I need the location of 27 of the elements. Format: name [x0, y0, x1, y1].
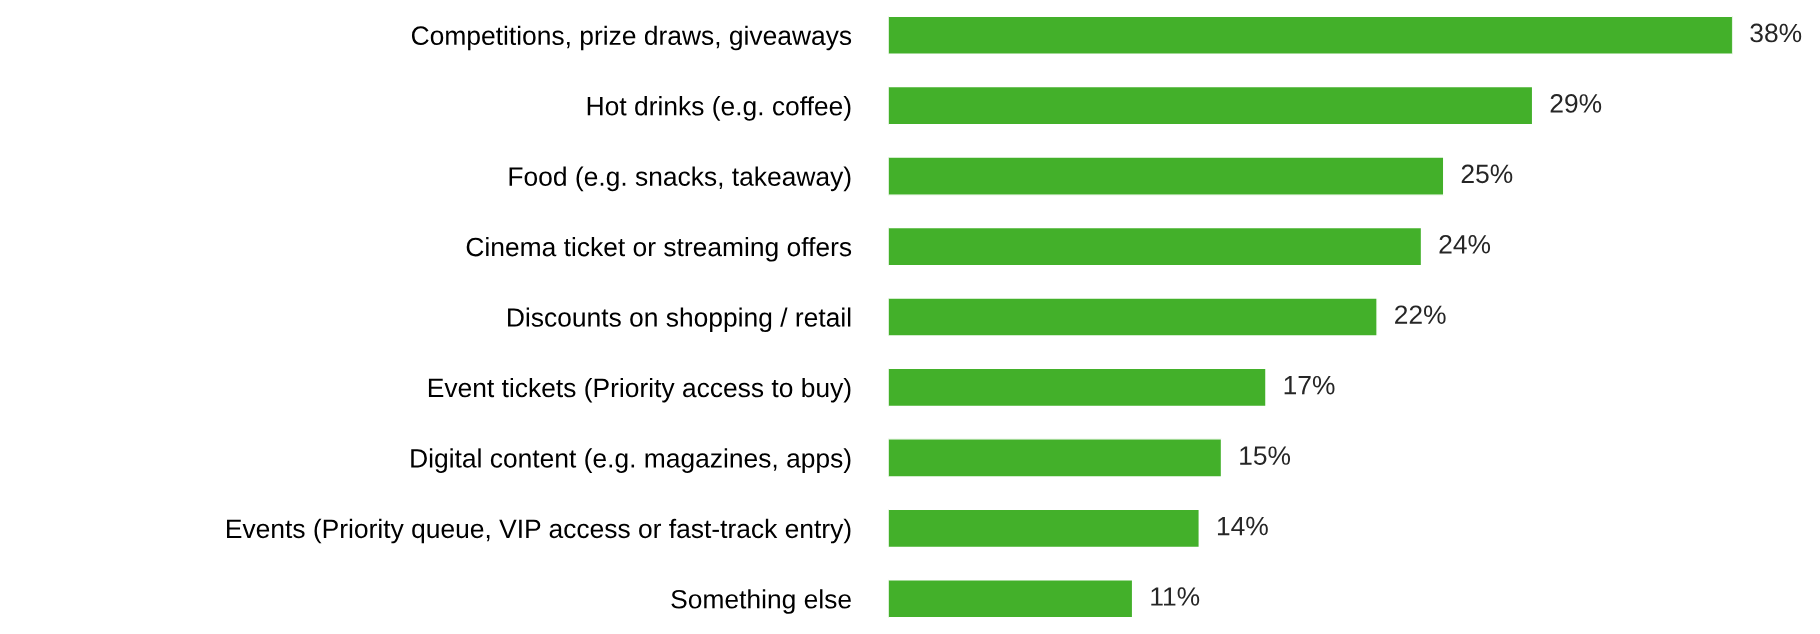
data-label: 11%: [1151, 587, 1200, 606]
data-label: 14%: [1217, 516, 1268, 536]
data-label: 15%: [1240, 446, 1291, 465]
bar: [888, 156, 1445, 196]
data-label: 25%: [1461, 164, 1513, 184]
data-label: 22%: [1395, 305, 1446, 324]
y-tick-label: Event tickets (Priority access to buy): [428, 377, 851, 403]
y-tick-label: Hot drinks (e.g. coffee): [587, 96, 851, 121]
data-label: 24%: [1439, 234, 1491, 254]
y-tick-label: Cinema ticket or streaming offers: [466, 236, 852, 262]
bar: [888, 297, 1378, 337]
bar: [888, 508, 1200, 549]
y-tick-label: Digital content (e.g. magazines, apps): [411, 448, 851, 473]
bar: [888, 15, 1733, 55]
y-tick-label: Something else: [671, 589, 851, 614]
y-tick-label: Events (Priority queue, VIP access or fast-track entry): [227, 518, 851, 544]
y-tick-label: Food (e.g. snacks, takeaway): [509, 166, 851, 192]
bar: [888, 367, 1267, 408]
data-label: 38%: [1750, 23, 1802, 43]
y-tick-label: Discounts on shopping / retail: [508, 307, 851, 333]
data-label: 17%: [1284, 375, 1335, 395]
data-label: 29%: [1550, 94, 1602, 113]
bar: [888, 438, 1223, 478]
bar: [888, 85, 1534, 126]
y-tick-label: Competitions, prize draws, giveaways: [411, 25, 852, 51]
bar: [888, 579, 1134, 619]
bar: [888, 226, 1423, 267]
